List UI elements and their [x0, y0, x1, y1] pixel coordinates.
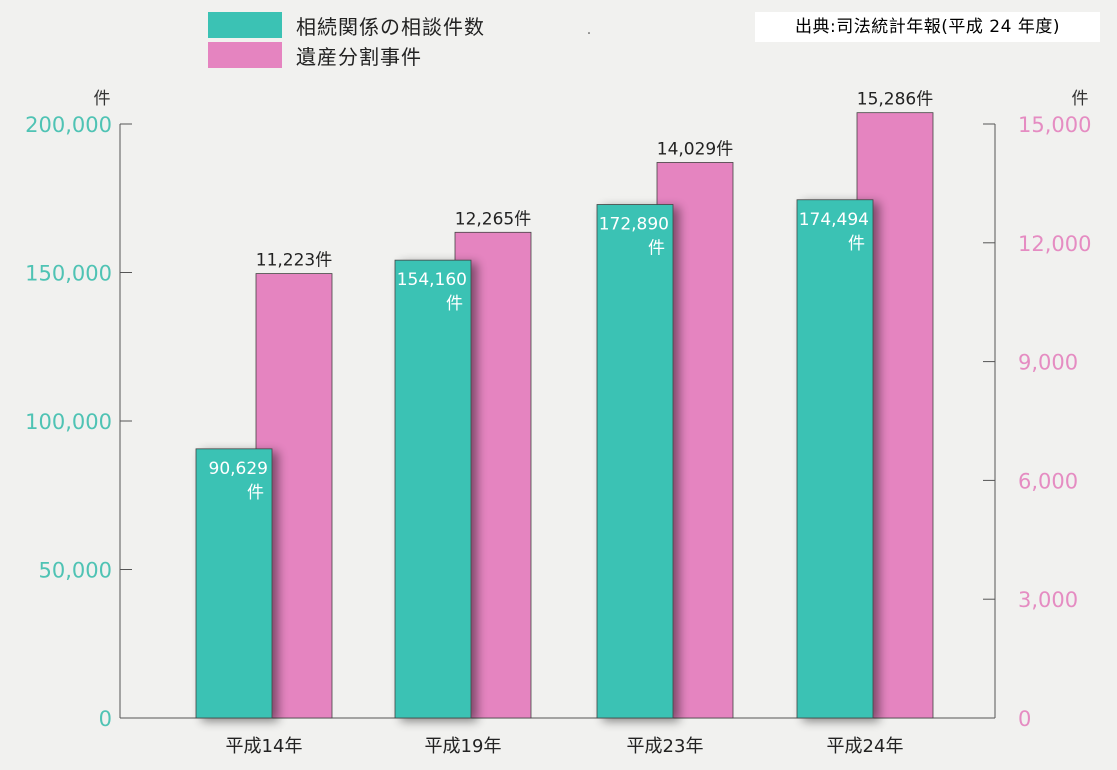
left-tick-label: 0	[99, 707, 112, 731]
data-label-consult-unit: 件	[247, 483, 264, 503]
left-tick-label: 100,000	[25, 410, 112, 434]
right-tick-label: 12,000	[1018, 232, 1091, 256]
data-label-division: 14,029件	[657, 139, 733, 159]
source-note: 出典:司法統計年報(平成 24 年度)	[755, 12, 1100, 42]
legend-label-division: 遺産分割事件	[296, 44, 422, 69]
left-axis-unit: 件	[94, 89, 111, 109]
bar-consult	[195, 448, 273, 719]
data-label-division: 12,265件	[455, 209, 531, 229]
data-label-consult: 172,890	[599, 215, 669, 235]
legend-swatch-consult	[208, 12, 282, 38]
category-label: 平成19年	[425, 736, 502, 757]
data-label-consult-unit: 件	[648, 239, 665, 259]
left-tick-label: 200,000	[25, 113, 112, 137]
category-label: 平成23年	[627, 736, 704, 757]
legend-label-consult: 相続関係の相談件数	[296, 14, 485, 39]
right-tick-label: 15,000	[1018, 113, 1091, 137]
data-label-division: 15,286件	[857, 90, 933, 110]
category-label: 平成24年	[827, 736, 904, 757]
data-label-consult: 154,160	[397, 270, 467, 290]
data-label-consult: 90,629	[209, 459, 268, 479]
right-tick-label: 3,000	[1018, 588, 1078, 612]
right-tick-label: 0	[1018, 707, 1031, 731]
bar-consult	[596, 204, 674, 719]
legend-item-consult: 相続関係の相談件数	[208, 12, 485, 39]
right-tick-label: 9,000	[1018, 351, 1078, 375]
legend-swatch-division	[208, 42, 282, 68]
category-label: 平成14年	[226, 736, 303, 757]
legend-item-division: 遺産分割事件	[208, 42, 422, 69]
right-tick-label: 6,000	[1018, 469, 1078, 493]
bar-consult	[796, 199, 874, 719]
left-tick-label: 150,000	[25, 262, 112, 286]
left-tick-label: 50,000	[39, 559, 112, 583]
data-label-consult: 174,494	[799, 210, 869, 230]
right-axis-unit: 件	[1072, 89, 1089, 109]
bar-consult	[394, 259, 472, 719]
data-label-consult-unit: 件	[848, 234, 865, 254]
stray-dot	[588, 32, 590, 34]
data-label-division: 11,223件	[256, 251, 332, 271]
data-label-consult-unit: 件	[446, 294, 463, 314]
